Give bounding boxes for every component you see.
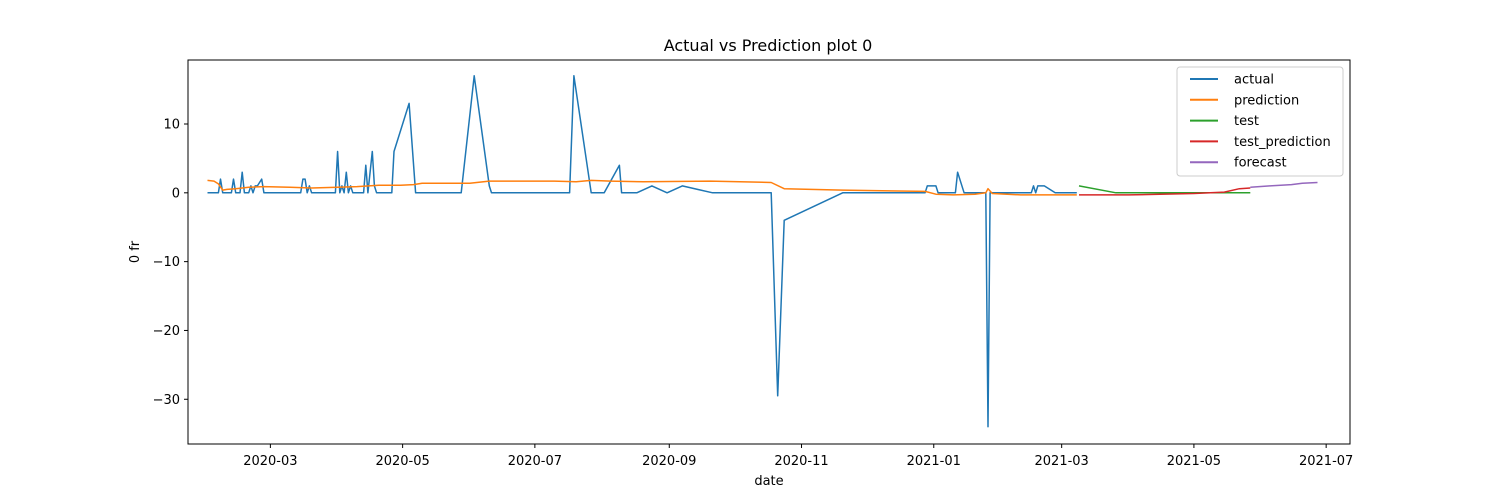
legend-label-test: test [1234, 114, 1259, 129]
series-line-actual [207, 75, 1077, 428]
x-tick-label: 2021-07 [1299, 454, 1353, 469]
x-axis: 2020-03 2020-05 2020-07 2020-09 2020-11 2021-… [243, 444, 1353, 469]
x-tick-label: 2020-03 [243, 454, 297, 469]
legend-label-forecast: forecast [1234, 156, 1287, 171]
series-layer [207, 75, 1318, 428]
x-tick-label: 2020-07 [508, 454, 562, 469]
legend: actual prediction test test_predictionforec… [1176, 66, 1344, 177]
x-tick-label: 2020-05 [375, 454, 429, 469]
y-tick-label: 10 [163, 118, 180, 133]
y-axis: 10 0 −10 −20 −30 [153, 118, 188, 408]
x-tick-label: 2021-01 [907, 454, 961, 469]
series-line-prediction [207, 179, 1077, 196]
y-tick-label: −30 [153, 393, 180, 408]
legend-label-actual: actual [1234, 73, 1274, 88]
series-line-forecast [1250, 181, 1318, 189]
x-tick-label: 2020-09 [642, 454, 696, 469]
chart-title: Actual vs Prediction plot 0 [664, 36, 873, 55]
y-axis-label: 0 fr [128, 240, 143, 263]
x-tick-label: 2021-03 [1035, 454, 1089, 469]
series-line-test-prediction [1079, 187, 1251, 196]
x-tick-label: 2020-11 [774, 454, 828, 469]
y-tick-label: −10 [153, 255, 180, 270]
x-tick-label: 2021-05 [1167, 454, 1221, 469]
plot-frame [187, 59, 1351, 445]
legend-label-test-prediction: test_prediction [1234, 135, 1331, 150]
y-tick-label: 0 [172, 186, 180, 201]
x-axis-label: date [754, 474, 783, 489]
legend-box [1176, 66, 1344, 177]
y-tick-label: −20 [153, 324, 180, 339]
legend-label-prediction: prediction [1234, 93, 1299, 108]
